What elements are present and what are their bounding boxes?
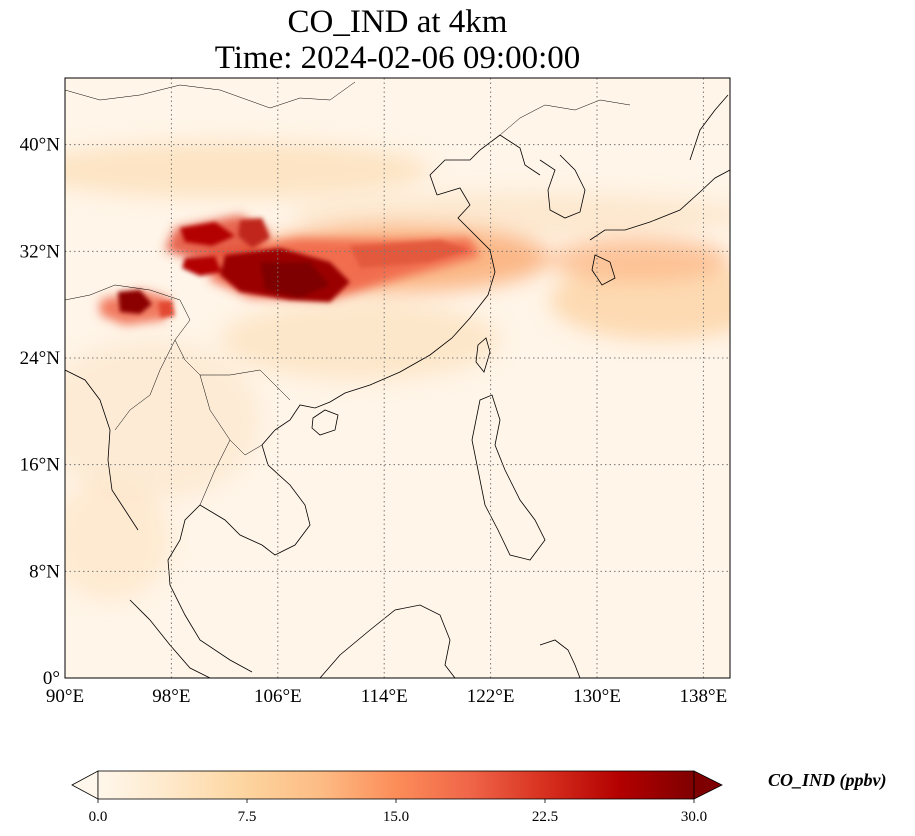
y-tick-label: 24°N: [20, 348, 61, 369]
hainan-island: [311, 409, 339, 436]
colorbar-tick-label: 30.0: [681, 809, 707, 825]
colorbar-gradient: [97, 770, 695, 800]
bohai-coast: [429, 134, 541, 196]
coastlines: [65, 81, 730, 678]
colorbar: 0.0 7.5 15.0 22.5 30.0: [71, 770, 723, 825]
gridlines: [65, 78, 730, 678]
x-tick-label: 90°E: [46, 686, 84, 707]
indochina-gulf: [167, 504, 263, 673]
china-coastline: [274, 187, 496, 431]
x-tick-label: 122°E: [467, 686, 515, 707]
vietnam-coast: [261, 429, 311, 556]
y-tick-label: 40°N: [20, 135, 61, 156]
plume-core: [118, 218, 470, 318]
y-tick-label: 0°: [43, 668, 60, 689]
burma-coast: [65, 369, 139, 531]
colorbar-extend-max: [693, 770, 723, 800]
colorbar-extend-min: [71, 770, 99, 800]
map-title-variable: CO_IND at 4km: [287, 4, 508, 40]
colorbar-tick-label: 0.0: [89, 809, 108, 825]
borneo-coast: [319, 604, 456, 678]
y-tick-label: 8°N: [29, 561, 60, 582]
concentration-field: [65, 78, 730, 678]
sumatra-coast: [129, 599, 211, 678]
colorbar-tick-label: 15.0: [383, 809, 409, 825]
korea-coastline: [539, 154, 586, 219]
y-tick-label: 16°N: [20, 455, 61, 476]
northern-border: [65, 81, 631, 136]
map-title-time: Time: 2024-02-06 09:00:00: [214, 40, 581, 76]
colorbar-ticks: 0.0 7.5 15.0 22.5 30.0: [89, 799, 707, 825]
x-tick-label: 138°E: [680, 686, 728, 707]
taiwan-island: [475, 337, 491, 373]
x-tick-label: 98°E: [152, 686, 190, 707]
x-tick-label: 106°E: [254, 686, 302, 707]
y-tick-label: 32°N: [20, 241, 61, 262]
philippines: [471, 394, 546, 561]
colorbar-label: CO_IND (ppbv): [768, 770, 887, 790]
colorbar-tick-label: 7.5: [238, 809, 257, 825]
x-tick-label: 130°E: [573, 686, 621, 707]
china-interior-borders: [65, 284, 291, 506]
sulawesi-coast: [539, 639, 581, 678]
map-frame: [64, 77, 731, 679]
colorbar-tick-label: 22.5: [532, 809, 558, 825]
x-tick-label: 114°E: [361, 686, 408, 707]
y-axis-ticks: 0° 8°N 16°N 24°N 32°N 40°N: [20, 135, 61, 689]
japan-kyushu-honshu: [589, 169, 730, 286]
x-axis-ticks: 90°E 98°E 106°E 114°E 122°E 130°E 138°E: [46, 686, 727, 707]
